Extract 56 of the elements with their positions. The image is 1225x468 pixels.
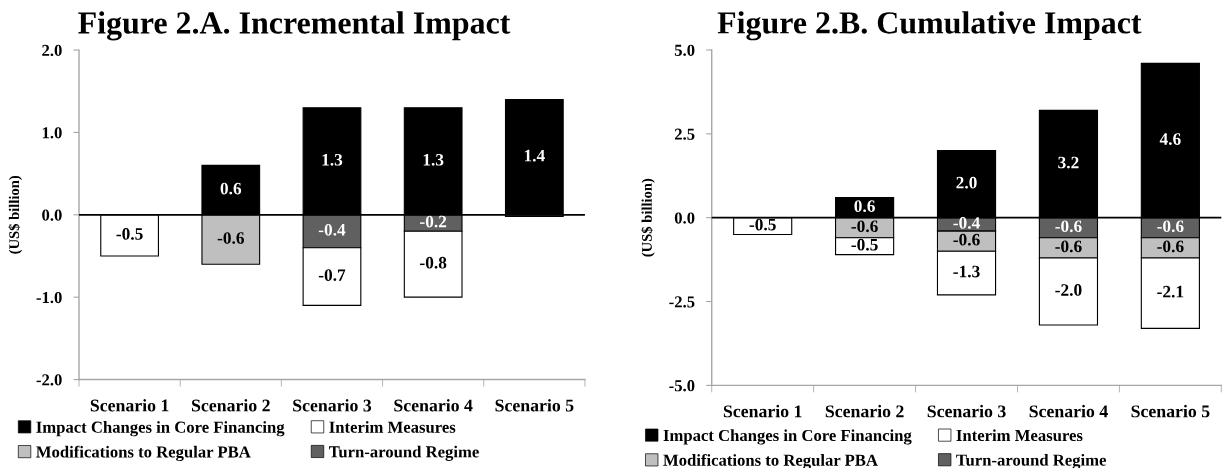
legend-label: Interim Measures — [329, 421, 456, 433]
data-label: -0.6 — [1157, 220, 1184, 233]
data-label: -2.0 — [1055, 284, 1082, 296]
legend-label: Interim Measures — [956, 429, 1083, 442]
y-tick-label: -2.5 — [669, 296, 695, 308]
y-tick-label: 5.0 — [674, 44, 695, 56]
x-tick-label: Scenario 1 — [723, 404, 802, 418]
y-tick-label: 1.0 — [42, 127, 62, 139]
data-label: -0.6 — [851, 220, 878, 233]
y-tick-label: -1.0 — [36, 291, 62, 304]
legend-label: Turn-around Regime — [329, 445, 479, 461]
data-label: 4.6 — [1159, 133, 1181, 145]
data-label: -0.2 — [420, 215, 447, 228]
data-label: -0.5 — [749, 218, 776, 231]
data-label: -0.6 — [1055, 220, 1082, 233]
data-label: 1.3 — [322, 153, 343, 166]
data-label: -0.4 — [953, 217, 980, 229]
y-axis-title: (US$ billion) — [8, 175, 23, 254]
x-tick-label: Scenario 4 — [1029, 404, 1108, 418]
data-label: -2.1 — [1157, 285, 1184, 298]
data-label: 0.6 — [220, 182, 242, 195]
data-label: 0.6 — [854, 200, 875, 213]
legend-label: Impact Changes in Core Financing — [36, 421, 285, 437]
x-tick-label: Scenario 3 — [293, 398, 372, 412]
x-tick-label: Scenario 1 — [90, 398, 169, 412]
x-tick-label: Scenario 4 — [394, 398, 473, 412]
x-tick-label: Scenario 5 — [1131, 404, 1210, 418]
x-tick-label: Scenario 5 — [495, 398, 574, 412]
data-label: 1.4 — [524, 149, 545, 162]
y-tick-label: 0.0 — [42, 209, 62, 221]
y-tick-label: 0.0 — [674, 212, 695, 224]
data-label: 3.2 — [1058, 156, 1079, 169]
data-label: 1.3 — [423, 153, 444, 166]
y-tick-label: 2.0 — [42, 44, 62, 57]
data-label: -0.7 — [318, 269, 346, 282]
data-label: -0.5 — [116, 228, 143, 240]
x-tick-label: Scenario 3 — [927, 404, 1006, 418]
data-label: -1.3 — [953, 265, 980, 278]
data-label: -0.6 — [1055, 240, 1082, 253]
data-label: -0.8 — [420, 256, 447, 269]
data-label: -0.4 — [318, 223, 346, 236]
legend-label: Modifications to Regular PBA — [36, 445, 251, 462]
legend-label: Impact Changes in Core Financing — [663, 429, 912, 445]
y-tick-label: 2.5 — [674, 128, 695, 140]
data-label: -0.6 — [1157, 240, 1184, 253]
y-tick-label: -2.0 — [36, 374, 62, 386]
chart-title: Figure 2.B. Cumulative Impact — [717, 11, 1142, 41]
data-label: -0.6 — [953, 233, 980, 246]
x-tick-label: Scenario 2 — [191, 398, 270, 412]
data-label: -0.6 — [217, 232, 245, 244]
data-label: -0.5 — [851, 238, 878, 251]
chart-title: Figure 2.A. Incremental Impact — [78, 11, 511, 41]
y-tick-label: -5.0 — [669, 380, 695, 392]
x-tick-label: Scenario 2 — [825, 404, 904, 418]
y-axis-title: (US$ billion) — [641, 178, 655, 257]
data-label: 2.0 — [956, 176, 977, 189]
